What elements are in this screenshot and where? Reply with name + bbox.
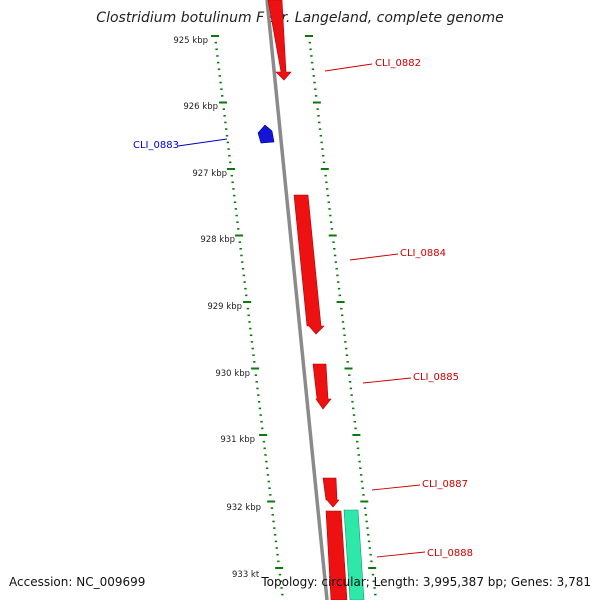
- gene-arrow-cli-0882[interactable]: [267, 0, 292, 81]
- gene-arrow-cli-0885[interactable]: [312, 363, 332, 410]
- tick-label-928: 928 kbp: [200, 235, 235, 245]
- gene-cli-0885[interactable]: [312, 363, 332, 410]
- leader-line-cli-0884: [349, 253, 399, 261]
- gene-arrow-cli-0888[interactable]: [325, 510, 348, 600]
- accession-text: Accession: NC_009699: [9, 575, 146, 589]
- tick-label-927: 927 kbp: [192, 169, 227, 179]
- gene-cli-0884[interactable]: [293, 194, 325, 335]
- tick-label-933: 933 kt: [232, 570, 260, 580]
- tick-label-929: 929 kbp: [207, 302, 242, 312]
- gene-cli-0882[interactable]: [267, 0, 292, 81]
- genome-stats-text: Topology: circular; Length: 3,995,387 bp…: [261, 575, 591, 589]
- gene-label-group-cli-0884: CLI_0884: [349, 248, 446, 261]
- gene-arrow-cli-0884[interactable]: [293, 194, 325, 335]
- gene-label-group-cli-0882: CLI_0882: [324, 58, 421, 72]
- gene-label-group-cli-0887: CLI_0887: [371, 479, 468, 491]
- gene-arrow-cli-0883[interactable]: [257, 124, 275, 144]
- genome-backbone: [265, 0, 329, 600]
- gene-arrow-green[interactable]: [343, 509, 365, 600]
- gene-cli-0888[interactable]: [325, 510, 348, 600]
- leader-line-cli-0885: [362, 377, 412, 384]
- tick-label-932: 932 kbp: [226, 503, 261, 513]
- genome-title: Clostridium botulinum F str. Langeland, …: [96, 10, 504, 26]
- gene-cli-0887[interactable]: [322, 477, 340, 508]
- tick-label-925: 925 kbp: [173, 36, 208, 46]
- gene-unlabeled-green[interactable]: [343, 509, 365, 600]
- leader-line-cli-0887: [371, 484, 421, 491]
- gene-label-cli-0884[interactable]: CLI_0884: [400, 248, 446, 259]
- tick-marks: [211, 35, 377, 596]
- tick-label-930: 930 kbp: [215, 369, 250, 379]
- leader-line-cli-0888: [376, 551, 426, 558]
- tick-label-926: 926 kbp: [183, 102, 218, 112]
- gene-label-cli-0887[interactable]: CLI_0887: [422, 479, 468, 490]
- leader-line-cli-0882: [324, 63, 373, 72]
- gene-label-cli-0885[interactable]: CLI_0885: [413, 372, 459, 383]
- leader-line-cli-0883: [177, 138, 228, 147]
- gene-label-cli-0883[interactable]: CLI_0883: [133, 140, 179, 151]
- gene-label-group-cli-0883: CLI_0883: [133, 138, 228, 151]
- tick-label-931: 931 kbp: [220, 435, 255, 445]
- gene-arrow-cli-0887[interactable]: [322, 477, 340, 508]
- gene-label-cli-0888[interactable]: CLI_0888: [427, 548, 473, 559]
- gene-label-cli-0882[interactable]: CLI_0882: [375, 58, 421, 69]
- gene-label-group-cli-0888: CLI_0888: [376, 548, 473, 559]
- gene-cli-0883[interactable]: [257, 124, 275, 144]
- tick-labels: 925 kbp 926 kbp 927 kbp 928 kbp 929 kbp …: [173, 36, 261, 580]
- gene-label-group-cli-0885: CLI_0885: [362, 372, 459, 384]
